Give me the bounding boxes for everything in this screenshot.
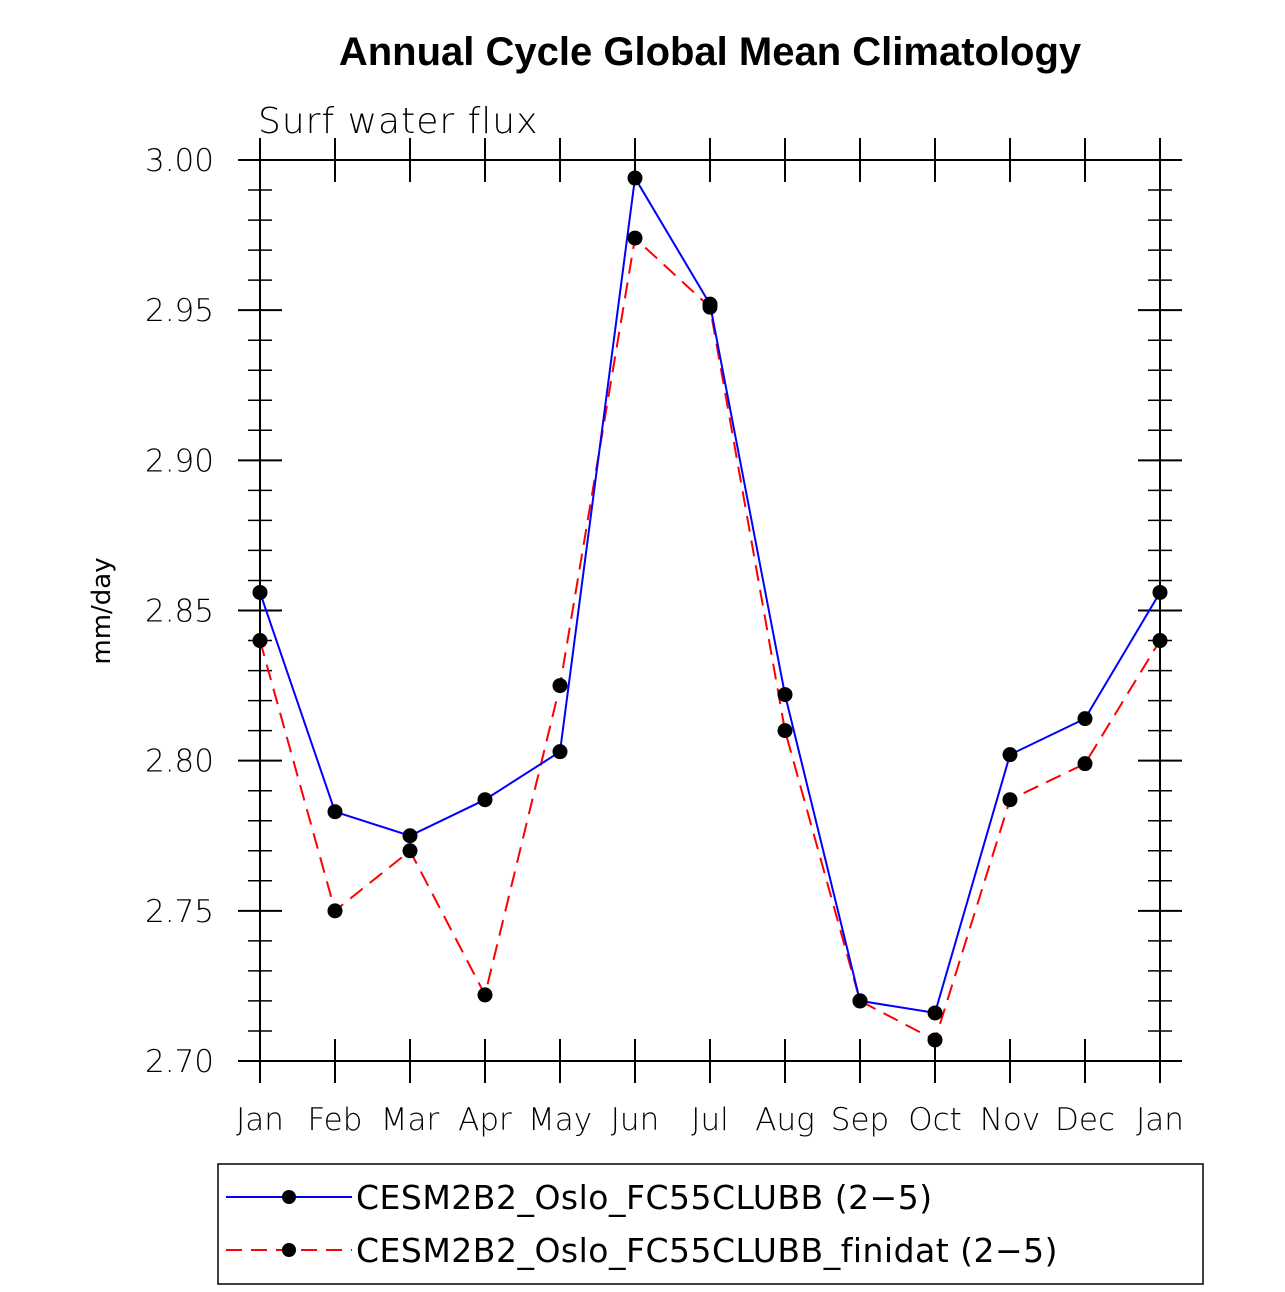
- data-point-s1-2: [327, 804, 343, 820]
- data-point-s2-2: [327, 903, 343, 919]
- x-tick-label: Oct: [908, 1102, 962, 1138]
- data-point-s2-11: [1002, 792, 1018, 808]
- x-tick-label: Apr: [458, 1102, 512, 1138]
- x-tick-labels: Jan Feb Mar Apr May Jun Jul Aug Sep Oct Nov Dec Jan: [236, 1102, 1184, 1138]
- y-tick-label: 3.00: [145, 143, 214, 179]
- data-point-s2-7: [702, 299, 718, 315]
- y-tick-label: 2.70: [145, 1044, 214, 1080]
- x-tick-label: Aug: [755, 1102, 814, 1138]
- plot-frame: [259, 159, 1161, 1062]
- x-tick-label: Jan: [236, 1102, 284, 1138]
- data-point-s1-5: [552, 744, 568, 760]
- data-point-s2-4: [477, 987, 493, 1003]
- y-tick-label: 2.85: [145, 594, 214, 630]
- legend-marker-1: [282, 1190, 296, 1204]
- x-tick-label: Feb: [308, 1102, 363, 1138]
- x-tick-label: Mar: [381, 1102, 440, 1138]
- legend: CESM2B2_Oslo_FC55CLUBB (2−5) CESM2B2_Osl…: [217, 1163, 1204, 1285]
- data-point-s2-6: [627, 230, 643, 246]
- legend-marker-2: [282, 1243, 296, 1257]
- y-tick-label: 2.80: [145, 744, 214, 780]
- y-tick-labels: 2.70 2.75 2.80 2.85 2.90 2.95 3.00: [145, 143, 214, 1080]
- data-point-s1-3: [402, 828, 418, 844]
- data-point-s2-10: [927, 1032, 943, 1048]
- data-point-s1-6: [627, 170, 643, 186]
- data-point-s1-12: [1077, 711, 1093, 727]
- data-point-s1-4: [477, 792, 493, 808]
- series-layer: [252, 170, 1168, 1048]
- data-point-s1-8: [777, 687, 793, 703]
- data-point-s2-5: [552, 678, 568, 694]
- x-tick-label: Nov: [980, 1102, 1041, 1138]
- chart-subtitle: Surf water flux: [258, 101, 538, 142]
- legend-label-2: CESM2B2_Oslo_FC55CLUBB_finidat (2−5): [356, 1231, 1058, 1270]
- legend-box: [217, 1163, 1204, 1285]
- x-tick-label: May: [528, 1102, 592, 1138]
- series-line-2: [259, 236, 1161, 1042]
- y-tick-label: 2.90: [145, 443, 214, 479]
- data-point-s2-3: [402, 843, 418, 859]
- chart-title: Annual Cycle Global Mean Climatology: [339, 30, 1082, 74]
- x-tick-label: Jan: [1136, 1102, 1184, 1138]
- x-tick-label: Dec: [1055, 1102, 1115, 1138]
- data-point-s2-9: [852, 993, 868, 1009]
- data-point-s1-10: [927, 1005, 943, 1021]
- data-point-s2-12: [1077, 756, 1093, 772]
- y-tick-label: 2.75: [145, 894, 214, 930]
- y-axis-label: mm/day: [87, 557, 117, 664]
- x-tick-label: Jul: [691, 1102, 728, 1138]
- legend-label-1: CESM2B2_Oslo_FC55CLUBB (2−5): [356, 1178, 933, 1217]
- axis-ticks: [238, 138, 1182, 1083]
- data-point-s2-8: [777, 723, 793, 739]
- x-tick-label: Jun: [611, 1102, 659, 1138]
- y-tick-label: 2.95: [145, 293, 214, 329]
- data-point-s1-11: [1002, 747, 1018, 763]
- x-tick-label: Sep: [831, 1102, 889, 1138]
